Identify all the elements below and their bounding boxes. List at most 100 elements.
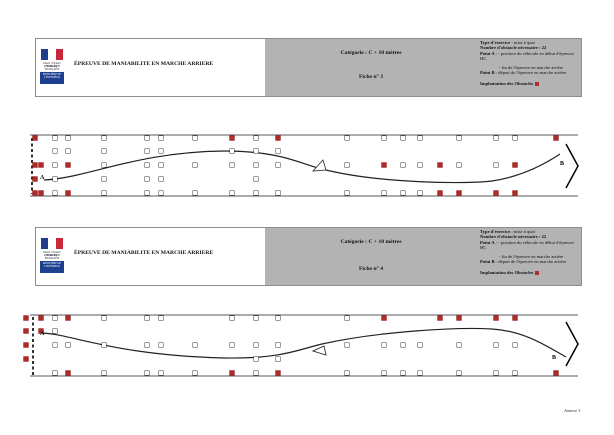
obstacle-marker [65,342,71,348]
annex-label: Annexe 3 [564,408,581,413]
category-cell: Catégorie : C + 10 mètres Fiche n° 4 [265,228,478,285]
sheet-number: Fiche n° 3 [359,74,383,80]
course-diagram-2: A B [23,314,579,377]
start-gate [565,321,579,367]
obstacle-marker [344,315,350,321]
obstacle-count: Nombre d'obstacle nécessaire : 22 [480,234,547,239]
obstacle-red [229,370,235,376]
vehicle-trajectory [43,150,561,184]
obstacle-red [65,315,71,321]
title-cell: ÉPREUVE DE MANIABILITE EN MARCHE ARRIERE [68,39,266,96]
obstacle-marker [52,176,58,182]
obstacle-marker [512,342,518,348]
obstacle-marker [52,315,58,321]
obstacle-marker [275,315,281,321]
obstacle-marker [65,135,71,141]
obstacle-marker [456,342,462,348]
point-a-label: A [40,331,45,337]
sheet-number: Fiche n° 4 [359,266,383,272]
obstacle-marker [158,135,164,141]
obstacle-red [381,162,387,168]
obstacle-marker [381,190,387,196]
obstacle-legend: Implantation des Obstacles [480,81,581,86]
obstacle-marker [192,190,198,196]
obstacle-marker [456,135,462,141]
obstacle-marker [512,135,518,141]
logo-motto: Liberté • Égalité • Fraternité [42,251,62,257]
obstacle-marker [144,162,150,168]
ministry-logo: Liberté • Égalité • Fraternité RÉPUBLIQU… [36,228,69,285]
obstacle-marker [344,135,350,141]
obstacle-red [32,162,38,168]
vehicle-trajectory [39,327,567,359]
info-cell: Type d'exercice : mise à quai Nombre d'o… [477,228,581,285]
obstacle-layer [32,135,559,196]
obstacle-marker [493,342,499,348]
obstacle-marker [192,135,198,141]
obstacle-red [23,356,29,362]
obstacle-marker [275,190,281,196]
obstacle-marker [158,148,164,154]
obstacle-red [32,176,38,182]
point-b: Point B : départ de l'épreuve en marche … [480,259,567,264]
logo-motto: Liberté • Égalité • Fraternité [42,62,62,68]
obstacle-marker [253,148,259,154]
obstacle-legend: Implantation des Obstacles [480,270,581,275]
obstacle-red [553,370,559,376]
obstacle-marker [381,370,387,376]
obstacle-marker [253,342,259,348]
category-label: Catégorie : C + 10 mètres [340,239,402,245]
logo-republic: RÉPUBLIQUE FRANÇAISE [43,254,61,260]
obstacle-marker [144,176,150,182]
red-obstacle-swatch [535,81,540,86]
obstacle-marker [52,328,58,334]
obstacle-marker [52,135,58,141]
point-b: Point B : départ de l'épreuve en marche … [480,70,567,75]
obstacle-marker [344,342,350,348]
obstacle-marker [253,370,259,376]
category-cell: Catégorie : C + 10 mètres Fiche n° 3 [265,39,478,96]
obstacle-marker [400,370,406,376]
obstacle-marker [253,162,259,168]
obstacle-red [23,315,29,321]
obstacle-marker [158,176,164,182]
obstacle-marker [158,342,164,348]
obstacle-red [437,315,443,321]
obstacle-marker [101,148,107,154]
obstacle-red [65,162,71,168]
french-flag-icon [41,238,63,249]
course-diagram-1: A B [30,134,579,197]
obstacle-red [65,370,71,376]
obstacle-marker [275,342,281,348]
obstacle-marker [52,342,58,348]
obstacle-marker [381,342,387,348]
obstacle-marker [417,190,423,196]
obstacle-marker [158,190,164,196]
obstacle-marker [381,135,387,141]
info-cell: Type d'exercice : mise à quai Nombre d'o… [477,39,581,96]
obstacle-red [493,190,499,196]
obstacle-marker [229,342,235,348]
obstacle-red [229,135,235,141]
point-a-label: A [40,175,45,181]
obstacle-count: Nombre d'obstacle nécessaire : 22 [480,45,547,50]
logo-ministry: MINISTÈRE DE L'INTÉRIEUR [40,72,64,84]
obstacle-red [493,315,499,321]
obstacle-marker [456,370,462,376]
exercise-title: ÉPREUVE DE MANIABILITE EN MARCHE ARRIERE [74,250,214,256]
obstacle-marker [144,370,150,376]
exercise-type: Type d'exercice : mise à quai [480,229,535,234]
obstacle-marker [400,342,406,348]
obstacle-marker [65,148,71,154]
obstacle-marker [192,342,198,348]
obstacle-red [38,315,44,321]
obstacle-marker [229,315,235,321]
direction-arrow [312,159,327,172]
exercise-header-1: Liberté • Égalité • Fraternité RÉPUBLIQU… [35,38,582,97]
direction-arrow [311,345,327,356]
obstacle-marker [101,342,107,348]
obstacle-marker [344,370,350,376]
red-obstacle-swatch [535,270,540,275]
obstacle-layer [23,315,559,376]
end-note: - fin de l'épreuve en marche arrière [499,65,564,70]
